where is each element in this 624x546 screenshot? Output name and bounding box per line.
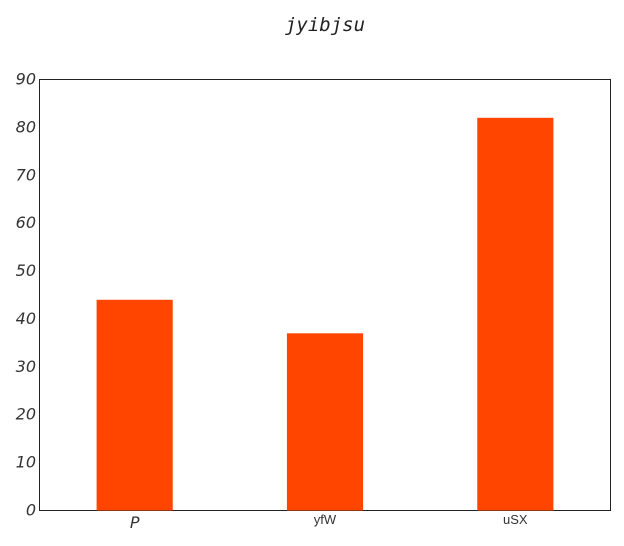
y-tick-label: 50 (16, 261, 36, 280)
bar-yfW (286, 333, 364, 511)
y-tick-label: 0 (26, 501, 36, 520)
y-tick-label: 30 (16, 357, 36, 376)
x-tick-label: P (130, 513, 140, 532)
y-tick-label: 90 (16, 70, 36, 89)
y-tick-label: 20 (16, 405, 36, 424)
y-axis-ticks: 0 10 20 30 40 50 60 70 80 90 (16, 70, 36, 520)
y-tick-label: 10 (16, 453, 36, 472)
y-tick-label: 60 (16, 213, 36, 232)
y-tick-label: 70 (16, 165, 36, 184)
chart-title: jyibjsu (285, 14, 365, 36)
bars-group (96, 117, 554, 511)
x-tick-label: yfW (314, 512, 337, 527)
bar-uSX (477, 117, 554, 511)
y-tick-label: 80 (16, 117, 36, 136)
x-tick-label: uSX (503, 512, 528, 527)
y-tick-label: 40 (16, 309, 36, 328)
bar-P (96, 299, 173, 511)
